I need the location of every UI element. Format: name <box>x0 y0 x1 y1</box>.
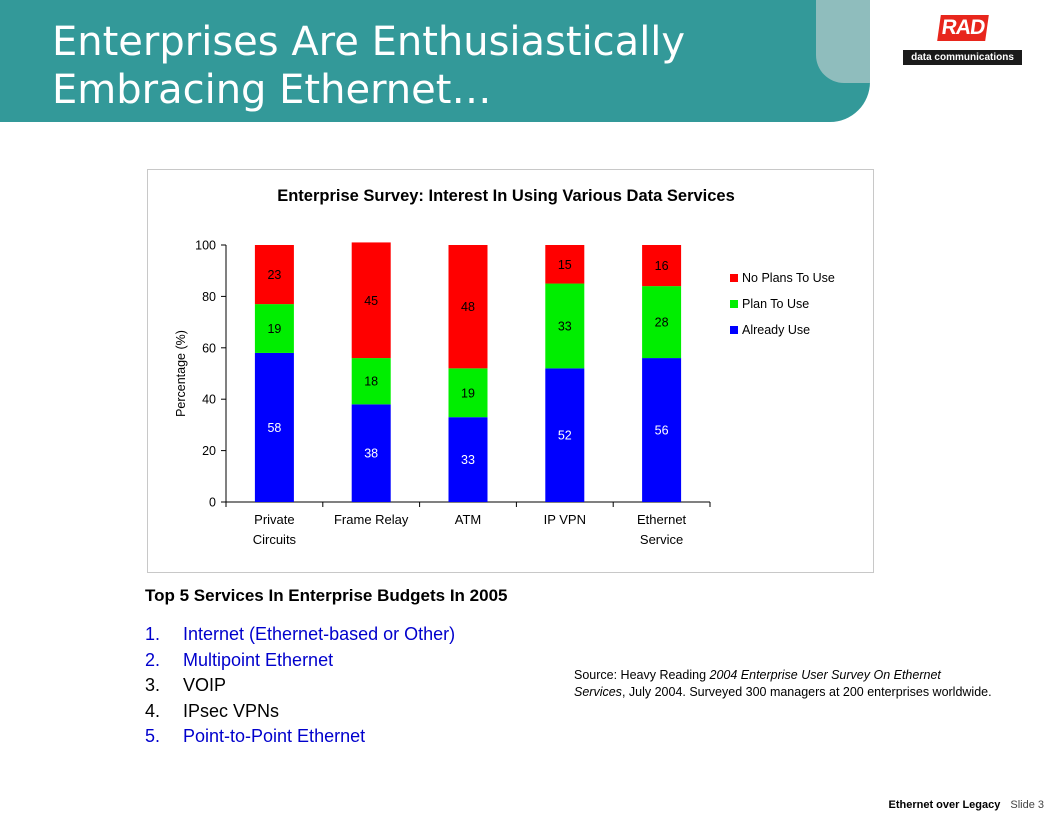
logo-box <box>870 0 1056 83</box>
source-note: Source: Heavy Reading 2004 Enterprise Us… <box>574 667 994 701</box>
legend-label: No Plans To Use <box>742 271 835 285</box>
y-axis-label: Percentage (%) <box>174 330 188 417</box>
x-tick-label: Frame Relay <box>334 512 409 527</box>
top5-item-label: VOIP <box>183 675 227 695</box>
bar-value-label: 28 <box>655 316 669 330</box>
top5-item: 4. IPsec VPNs <box>145 699 455 725</box>
bar-value-label: 33 <box>461 453 475 467</box>
slide-title: Enterprises Are Enthusiastically Embraci… <box>52 18 832 114</box>
rad-logo-subtext: data communications <box>903 50 1022 65</box>
top5-item-number: 4. <box>145 700 161 721</box>
bar-value-label: 16 <box>655 259 669 273</box>
x-tick-label: IP VPN <box>544 512 586 527</box>
header-band <box>0 0 870 122</box>
x-tick-label: Circuits <box>253 532 297 547</box>
bar-value-label: 15 <box>558 258 572 272</box>
top5-title: Top 5 Services In Enterprise Budgets In … <box>145 586 508 605</box>
bar-value-label: 19 <box>461 386 475 400</box>
bar-segment <box>545 245 585 284</box>
source-prefix: Source: Heavy Reading <box>574 668 710 682</box>
legend-swatch <box>730 300 738 308</box>
top5-item-number: 1. <box>145 624 161 644</box>
top5-item-label: Multipoint Ethernet <box>183 649 334 670</box>
survey-chart: Enterprise Survey: Interest In Using Var… <box>174 187 835 547</box>
bar-segment <box>642 245 682 287</box>
x-tick-label: Service <box>640 532 683 547</box>
slide-title-line2: Embracing Ethernet… <box>52 67 492 113</box>
top5-item: 5. Point-to-Point Ethernet <box>145 724 455 750</box>
rad-logo: RAD <box>937 15 989 41</box>
bar-segment <box>448 368 488 418</box>
x-tick-label: Ethernet <box>637 512 687 527</box>
y-tick-label: 20 <box>202 444 216 458</box>
y-tick-label: 100 <box>195 239 216 253</box>
bar-value-label: 19 <box>267 322 281 336</box>
x-tick-label: ATM <box>455 512 481 527</box>
top5-item-number: 3. <box>145 675 161 695</box>
top5-item-number: 2. <box>145 649 161 670</box>
bar-segment <box>254 352 294 502</box>
x-tick-label: Private <box>254 512 294 527</box>
y-tick-label: 40 <box>202 393 216 407</box>
source-publication: 2004 Enterprise User Survey On Ethernet … <box>574 668 941 699</box>
y-tick-label: 60 <box>202 341 216 355</box>
legend-swatch <box>730 274 738 282</box>
footer: Ethernet over Legacy Slide 3 <box>888 799 1044 811</box>
bar-segment <box>351 242 391 359</box>
top5-list: 1. Internet (Ethernet-based or Other) 2. Mu… <box>145 622 455 750</box>
bar-segment <box>254 304 294 353</box>
footer-title: Ethernet over Legacy <box>888 799 1001 811</box>
bar-value-label: 58 <box>267 421 281 435</box>
bar-segment <box>351 358 391 405</box>
legend-swatch <box>730 326 738 334</box>
chart-frame: Enterprise Survey: Interest In Using Var… <box>147 169 874 573</box>
top5-item-label: IPsec VPNs <box>183 700 280 721</box>
bar-segment <box>254 245 294 305</box>
bar-segment <box>545 283 585 369</box>
bar-segment <box>642 286 682 359</box>
bar-segment <box>642 358 682 502</box>
bar-segment <box>351 404 391 502</box>
y-tick-label: 80 <box>202 290 216 304</box>
source-suffix: , July 2004. Surveyed 300 managers at 20… <box>621 685 992 699</box>
bar-value-label: 23 <box>267 268 281 282</box>
top5-item: 3. VOIP <box>145 673 455 699</box>
top5-item-label: Point-to-Point Ethernet <box>183 726 366 746</box>
bar-segment <box>448 245 488 369</box>
top5-item: 1. Internet (Ethernet-based or Other) <box>145 622 455 648</box>
footer-slide-number: Slide 3 <box>1010 799 1044 811</box>
bar-value-label: 48 <box>461 300 475 314</box>
bar-value-label: 38 <box>364 447 378 461</box>
bar-value-label: 56 <box>655 424 669 438</box>
bar-value-label: 33 <box>558 319 572 333</box>
bar-value-label: 18 <box>364 375 378 389</box>
legend-label: Already Use <box>742 323 810 337</box>
chart-title: Enterprise Survey: Interest In Using Var… <box>277 187 735 205</box>
bar-value-label: 52 <box>558 429 572 443</box>
slide-title-line1: Enterprises Are Enthusiastically <box>52 19 686 65</box>
top5-item: 2. Multipoint Ethernet <box>145 648 455 674</box>
top5-item-label: Internet (Ethernet-based or Other) <box>183 624 456 644</box>
top5-item-number: 5. <box>145 726 161 746</box>
bar-value-label: 45 <box>364 294 378 308</box>
bar-segment <box>545 368 585 502</box>
y-tick-label: 0 <box>209 496 216 510</box>
legend-label: Plan To Use <box>742 297 809 311</box>
bar-segment <box>448 417 488 502</box>
